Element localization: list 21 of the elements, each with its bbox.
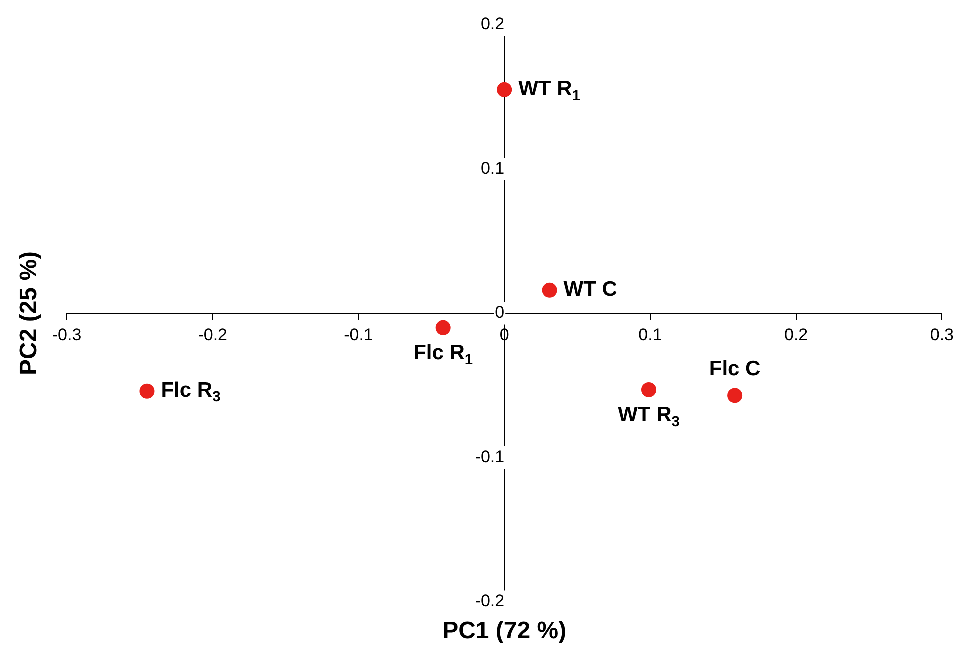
x-tick-label: 0.3: [930, 325, 954, 344]
y-tick-label: 0.1: [480, 158, 505, 178]
annotation: WT C: [564, 278, 618, 302]
y-tick-label: 0.2: [480, 14, 505, 34]
y-axis-title: PC2 (25 %): [16, 251, 43, 376]
point: [641, 382, 656, 398]
y-tick-label: -0.1: [475, 447, 505, 466]
point: [728, 388, 743, 404]
point: [542, 282, 558, 298]
point: [497, 82, 512, 98]
x-tick-label: -0.2: [198, 325, 228, 344]
annotation: Flc C: [709, 358, 761, 381]
x-tick-label: -0.3: [52, 325, 82, 344]
point: [140, 384, 155, 399]
y-tick-label: -0.2: [475, 592, 505, 611]
x-tick-label: 0.1: [638, 325, 662, 344]
y-tick-label: 0: [495, 303, 505, 322]
point: [436, 320, 451, 336]
x-tick-label: 0.2: [784, 325, 808, 344]
x-axis-title: PC1 (72 %): [442, 618, 567, 645]
x-tick-label: -0.1: [344, 325, 374, 344]
